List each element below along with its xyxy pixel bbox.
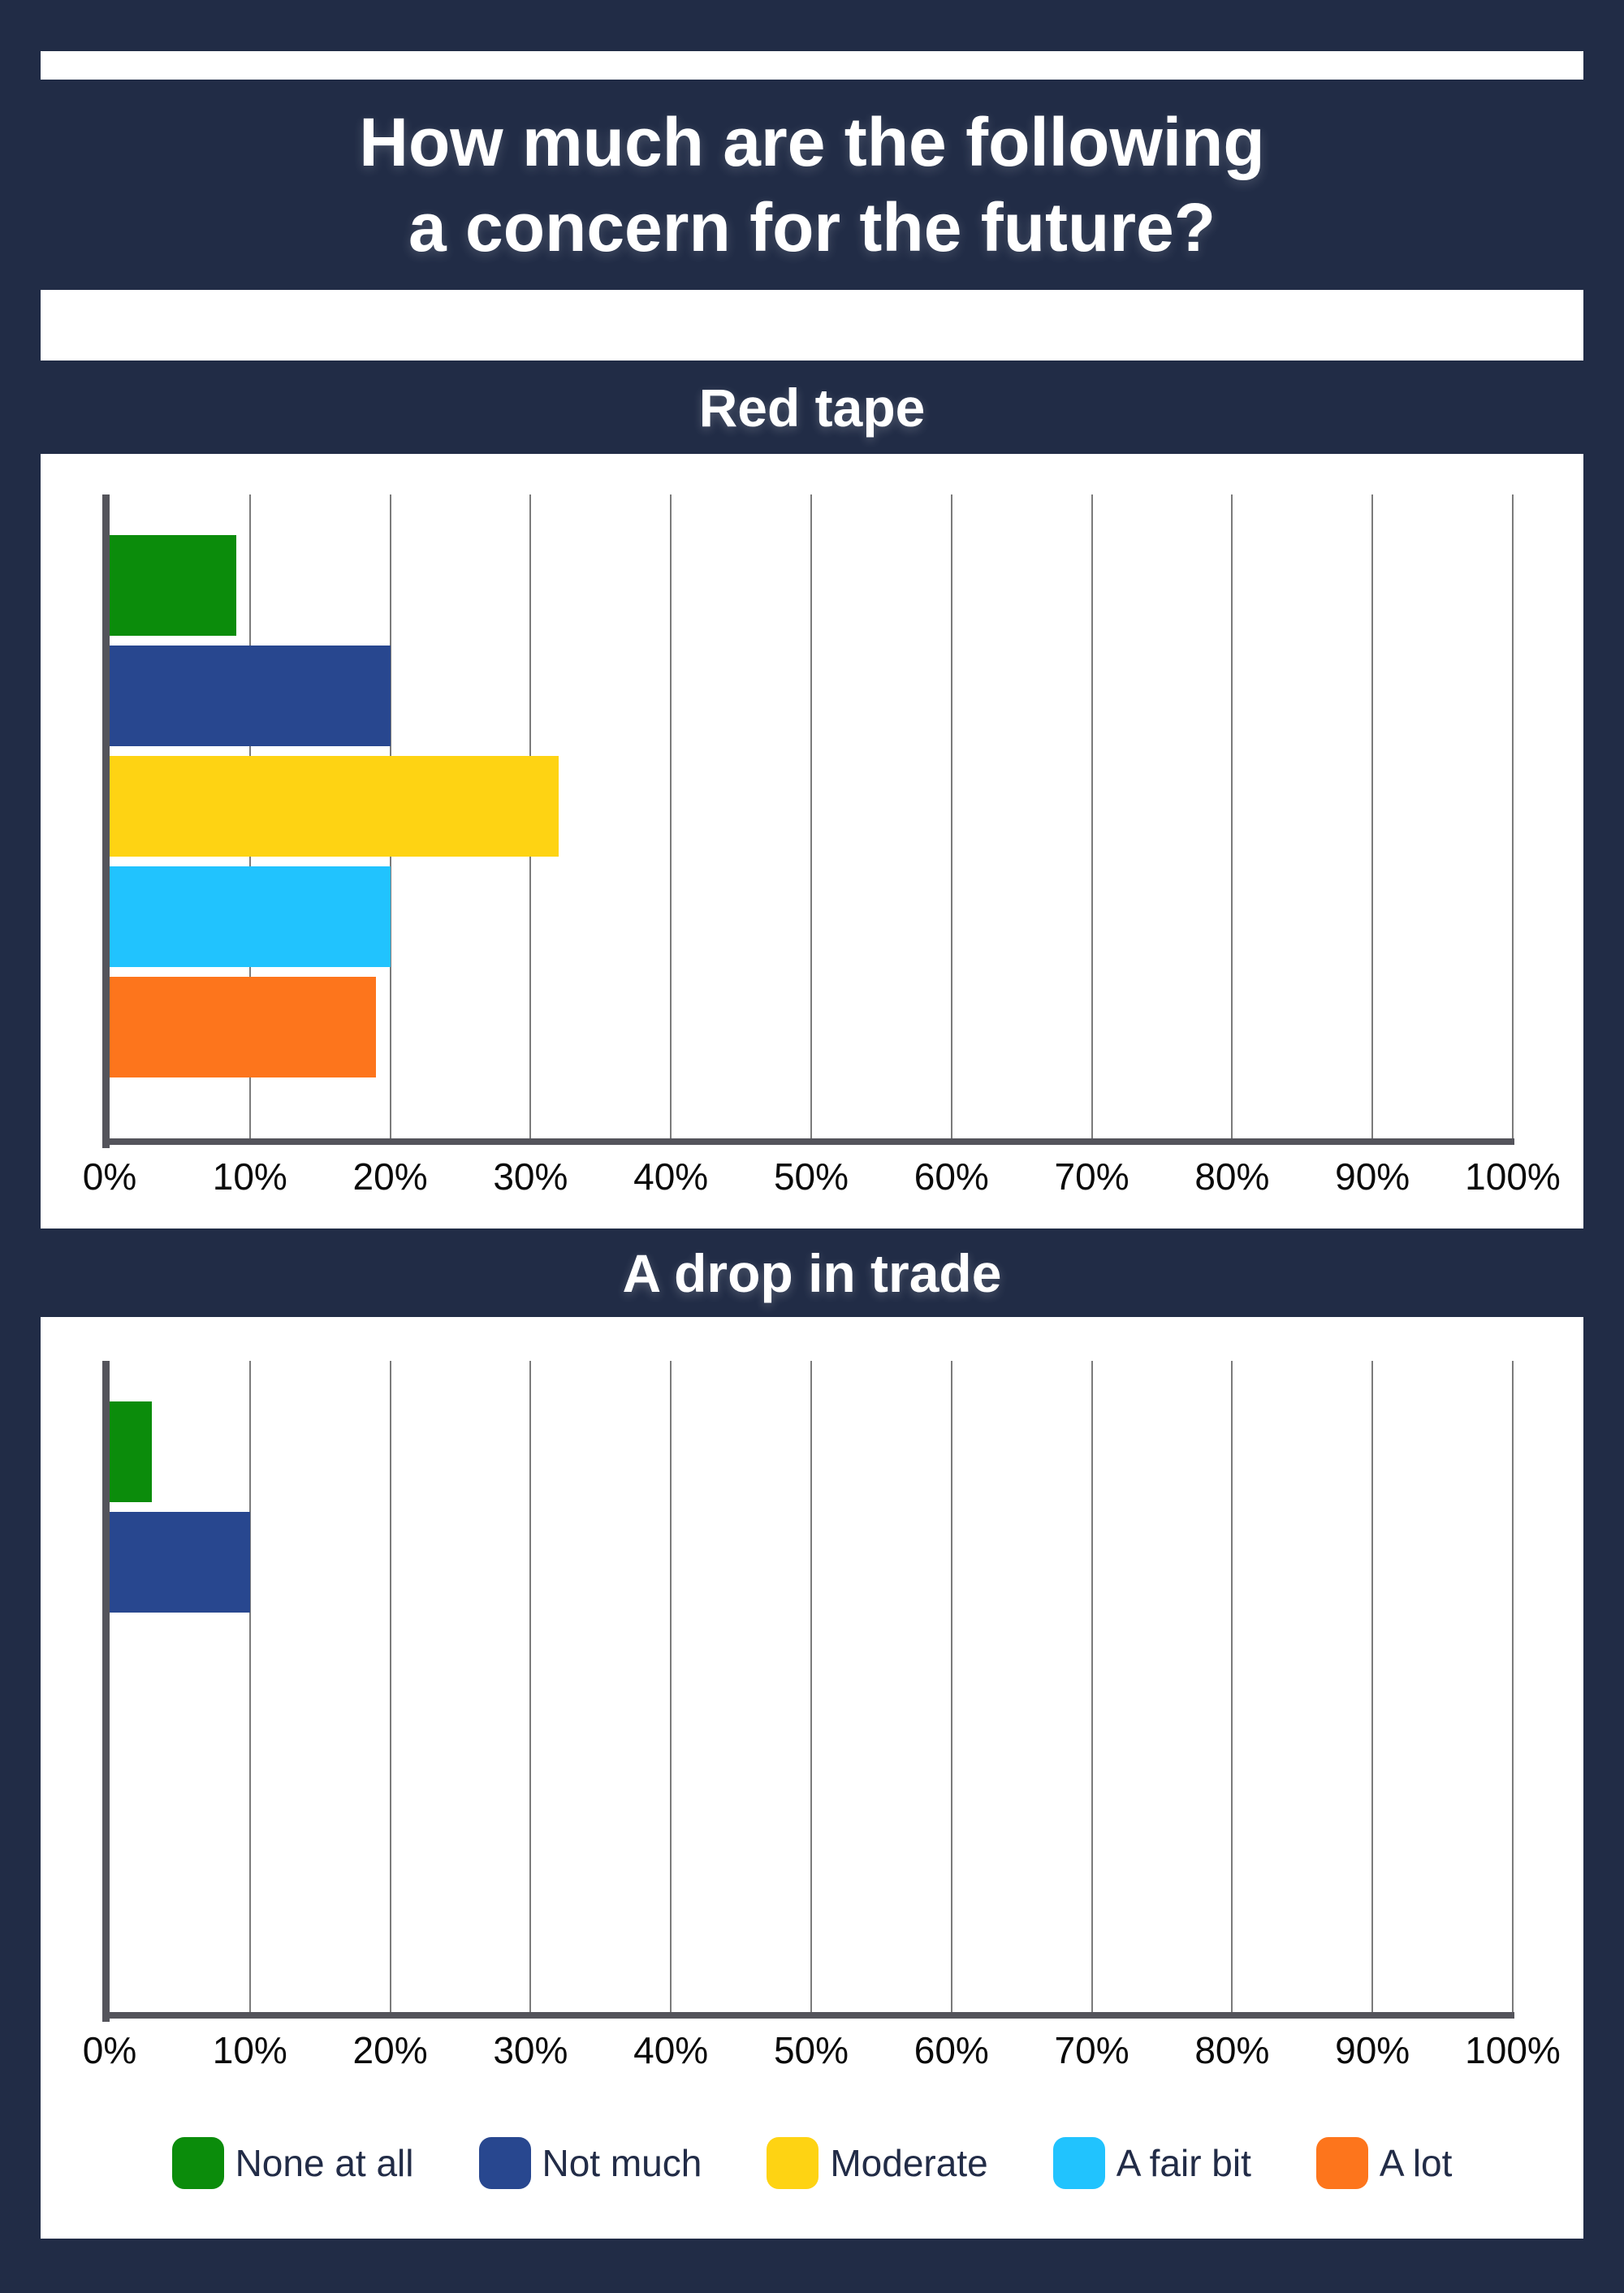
page-title: How much are the following a concern for…	[0, 80, 1624, 290]
x-axis-tick-label: 40%	[633, 2029, 709, 2071]
x-axis-tick-label: 20%	[352, 1155, 428, 1198]
x-axis-tick-label: 50%	[773, 1155, 849, 1198]
x-axis-tick-label: 20%	[352, 2029, 428, 2071]
gridline-30%	[529, 1361, 532, 2012]
bar-red-tape-not-much	[110, 646, 391, 746]
x-axis-tick-label: 100%	[1465, 2029, 1561, 2071]
y-axis-line	[102, 494, 110, 1148]
x-axis-tick-label: 60%	[914, 2029, 989, 2071]
x-axis-tick-label: 50%	[773, 2029, 849, 2071]
legend-swatch-a-lot	[1315, 2137, 1368, 2189]
x-axis-tick-label: 90%	[1335, 1155, 1410, 1198]
x-axis-tick-label: 0%	[82, 2029, 137, 2071]
x-axis-tick-label: 30%	[493, 2029, 568, 2071]
x-axis-tick-label: 80%	[1194, 1155, 1270, 1198]
gridline-90%	[1371, 1361, 1374, 2012]
gridline-70%	[1091, 1361, 1093, 2012]
decorative-strip-top	[41, 51, 1583, 80]
gridline-60%	[950, 494, 952, 1138]
gridline-100%	[1512, 1361, 1514, 2012]
legend-label: Not much	[542, 2142, 702, 2184]
x-axis-tick-label: 70%	[1054, 2029, 1129, 2071]
gridline-80%	[1231, 1361, 1233, 2012]
gridline-40%	[670, 1361, 672, 2012]
legend-swatch-a-fair-bit	[1052, 2137, 1105, 2189]
chart-2-plot: 0% 10% 20% 30% 40% 50% 60% 70% 80% 90% 100%	[41, 1317, 1583, 2239]
gridline-50%	[810, 494, 812, 1138]
chart-legend: None at all Not much Moderate A fair bit A l…	[41, 2129, 1583, 2197]
chart-2-title: A drop in trade	[622, 1242, 1002, 1303]
y-axis-line	[102, 1361, 110, 2022]
page-title-line-2: a concern for the future?	[408, 188, 1216, 266]
x-axis-line	[102, 1138, 1514, 1145]
bar-red-tape-a-lot	[110, 977, 377, 1077]
legend-item-a-fair-bit: A fair bit	[1052, 2137, 1251, 2189]
legend-item-moderate: Moderate	[767, 2137, 988, 2189]
gridline-100%	[1512, 494, 1514, 1138]
x-axis-tick-label: 100%	[1465, 1155, 1561, 1198]
x-axis-tick-label: 0%	[82, 1155, 137, 1198]
legend-label: None at all	[235, 2142, 414, 2184]
legend-item-not-much: Not much	[478, 2137, 702, 2189]
x-axis-tick-label: 70%	[1054, 1155, 1129, 1198]
legend-item-a-lot: A lot	[1315, 2137, 1453, 2189]
x-axis-line	[102, 2012, 1514, 2019]
legend-label: A fair bit	[1116, 2142, 1251, 2184]
gridline-90%	[1371, 494, 1374, 1138]
legend-swatch-none-at-all	[171, 2137, 224, 2189]
gridline-10%	[248, 1361, 251, 2012]
x-axis-tick-label: 10%	[212, 2029, 287, 2071]
gridline-20%	[389, 1361, 391, 2012]
x-axis-tick-label: 60%	[914, 1155, 989, 1198]
x-axis-tick-label: 90%	[1335, 2029, 1410, 2071]
legend-item-none-at-all: None at all	[171, 2137, 414, 2189]
bar-red-tape-moderate	[110, 756, 559, 857]
bar-a-drop-in-trade-not-much	[110, 1512, 250, 1613]
bar-red-tape-none-at-all	[110, 535, 236, 636]
legend-swatch-not-much	[478, 2137, 531, 2189]
legend-label: A lot	[1379, 2142, 1453, 2184]
decorative-strip-middle	[41, 290, 1583, 361]
x-axis-tick-label: 80%	[1194, 2029, 1270, 2071]
legend-swatch-moderate	[767, 2137, 819, 2189]
chart-1-title: Red tape	[698, 377, 926, 438]
gridline-70%	[1091, 494, 1093, 1138]
legend-label: Moderate	[830, 2142, 988, 2184]
x-axis-tick-label: 30%	[493, 1155, 568, 1198]
x-axis-tick-label: 10%	[212, 1155, 287, 1198]
bar-red-tape-a-fair-bit	[110, 866, 391, 967]
gridline-60%	[950, 1361, 952, 2012]
chart-1-plot: 0% 10% 20% 30% 40% 50% 60% 70% 80% 90% 100%	[41, 454, 1583, 1229]
chart-2-panel: 0% 10% 20% 30% 40% 50% 60% 70% 80% 90% 100% None a…	[41, 1317, 1583, 2239]
bar-a-drop-in-trade-none-at-all	[110, 1401, 152, 1502]
gridline-50%	[810, 1361, 812, 2012]
page-title-line-1: How much are the following	[359, 103, 1265, 180]
x-axis-tick-label: 40%	[633, 1155, 709, 1198]
gridline-40%	[670, 494, 672, 1138]
chart-1-panel: 0% 10% 20% 30% 40% 50% 60% 70% 80% 90% 100%	[41, 454, 1583, 1229]
gridline-80%	[1231, 494, 1233, 1138]
